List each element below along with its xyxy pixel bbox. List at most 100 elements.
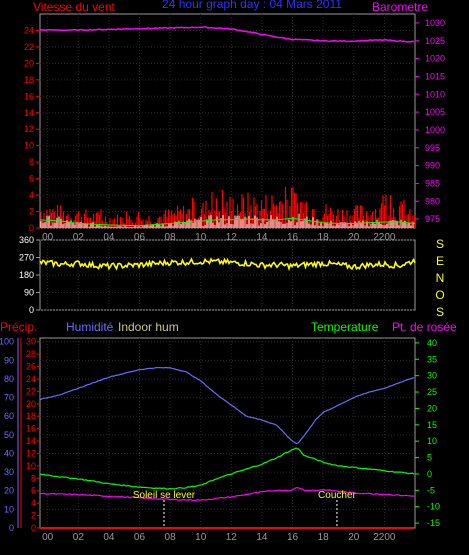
precip-legend: Précip.: [0, 320, 37, 334]
x-tick-label: 14: [256, 232, 268, 243]
wind-y-tick-label: 2: [29, 207, 34, 217]
wind-y-tick-label: 8: [29, 157, 34, 167]
x-tick-label: 04: [103, 232, 115, 243]
precip-y-tick-label: 28: [26, 349, 36, 359]
precip-y-tick-label: 30: [26, 337, 36, 347]
barometer-y-tick-label: 1020: [425, 54, 445, 64]
barometer-y-tick-label: 1025: [425, 36, 445, 46]
wind-dir-letter-o: O: [435, 288, 444, 302]
precip-y-tick-label: 24: [26, 374, 36, 384]
x-tick-label: 20: [348, 232, 360, 243]
precip-y-tick-label: 8: [31, 473, 36, 483]
x-tick-label: 08: [165, 232, 177, 243]
wind-dir-letter-e: E: [436, 254, 444, 268]
data-layer: [39, 26, 416, 529]
temperature-y-tick-label: 30: [427, 371, 437, 381]
wind-y-tick-label: 24: [24, 25, 34, 35]
direction-y-tick-label: 180: [19, 270, 34, 280]
humidity-y-tick-label: 70: [4, 393, 14, 403]
humidity-y-tick-label: 100: [0, 337, 14, 347]
barometer-y-tick-label: 1005: [425, 107, 445, 117]
temperature-y-tick-label: 20: [427, 403, 437, 413]
x-tick-label: 08: [165, 532, 177, 543]
x-tick-label: 16: [287, 532, 299, 543]
dewpoint-legend: Pt. de rosée: [392, 320, 457, 334]
humidity-legend: Humidité: [66, 320, 114, 334]
barometer-title: Barometre: [372, 0, 428, 14]
precip-y-tick-label: 14: [26, 436, 36, 446]
humidity-line: [39, 366, 415, 445]
humidity-y-tick-label: 60: [4, 411, 14, 421]
x-tick-label: 00: [42, 532, 54, 543]
barometer-y-tick-label: 1010: [425, 89, 445, 99]
temperature-y-tick-label: -10: [427, 502, 440, 512]
x-tick-label: 2200: [373, 532, 396, 543]
barometer-y-tick-label: 1015: [425, 71, 445, 81]
precip-y-tick-label: 0: [31, 523, 36, 533]
precip-y-tick-label: 22: [26, 386, 36, 396]
wind-y-tick-label: 16: [24, 91, 34, 101]
grid-layer: [40, 14, 415, 529]
indoor-humidity-legend: Indoor hum: [118, 320, 179, 334]
wind-y-tick-label: 14: [24, 108, 34, 118]
x-tick-label: 18: [318, 232, 330, 243]
humidity-y-tick-label: 20: [4, 486, 14, 496]
direction-y-tick-label: 90: [24, 288, 34, 298]
barometer-y-tick-label: 980: [425, 196, 440, 206]
precip-y-tick-label: 2: [31, 511, 36, 521]
humidity-y-tick-label: 50: [4, 430, 14, 440]
precip-y-tick-label: 4: [31, 498, 36, 508]
wind-dir-letter-s-bottom: S: [436, 305, 444, 319]
x-tick-label: 06: [134, 232, 146, 243]
sunrise-label: Soleil se lever: [133, 490, 196, 501]
temperature-legend: Temperature: [311, 320, 379, 334]
x-tick-label: 12: [226, 532, 238, 543]
temperature-y-tick-label: -15: [427, 518, 440, 528]
precip-y-tick-label: 20: [26, 399, 36, 409]
x-tick-label: 10: [195, 532, 207, 543]
wind-y-tick-label: 20: [24, 58, 34, 68]
barometer-y-tick-label: 990: [425, 161, 440, 171]
x-tick-label: 02: [73, 532, 85, 543]
humidity-y-tick-label: 40: [4, 448, 14, 458]
barometer-y-tick-label: 1030: [425, 18, 445, 28]
temperature-y-tick-label: 5: [427, 453, 432, 463]
humidity-y-tick-label: 80: [4, 374, 14, 384]
barometer-y-tick-label: 985: [425, 178, 440, 188]
temperature-y-tick-label: -5: [427, 485, 435, 495]
temperature-y-tick-label: 25: [427, 387, 437, 397]
chart-title: 24 hour graph day : 04 Mars 2011: [162, 0, 342, 11]
x-tick-label: 00: [42, 232, 54, 243]
barometer-y-tick-label: 975: [425, 214, 440, 224]
wind-low-line: [39, 217, 416, 227]
humidity-y-tick-label: 90: [4, 355, 14, 365]
x-tick-label: 12: [226, 232, 238, 243]
x-tick-label: 02: [73, 232, 85, 243]
precip-y-tick-label: 12: [26, 448, 36, 458]
humidity-panel-frame: [39, 337, 416, 529]
wind-y-tick-label: 18: [24, 75, 34, 85]
dewpoint-line: [40, 487, 414, 502]
sunset-label: Coucher: [318, 490, 356, 501]
wind-dir-letter-s-top: S: [436, 237, 444, 251]
wind-y-tick-label: 10: [24, 141, 34, 151]
temperature-y-tick-label: 35: [427, 354, 437, 364]
precip-y-tick-label: 6: [31, 486, 36, 496]
x-tick-label: 18: [318, 532, 330, 543]
wind-y-tick-label: 6: [29, 174, 34, 184]
barometer-y-tick-label: 995: [425, 143, 440, 153]
wind-y-tick-label: 22: [24, 42, 34, 52]
barometer-y-tick-label: 1000: [425, 125, 445, 135]
barometer-line: [39, 26, 415, 43]
humidity-y-tick-label: 0: [9, 523, 14, 533]
precip-y-tick-label: 10: [26, 461, 36, 471]
x-tick-label: 20: [348, 532, 360, 543]
wind-dir-letter-n: N: [436, 271, 445, 285]
x-tick-label: 14: [256, 532, 268, 543]
x-tick-label: 2200: [373, 232, 396, 243]
temperature-line: [39, 447, 415, 490]
precip-y-tick-label: 16: [26, 424, 36, 434]
x-tick-label: 04: [103, 532, 115, 543]
